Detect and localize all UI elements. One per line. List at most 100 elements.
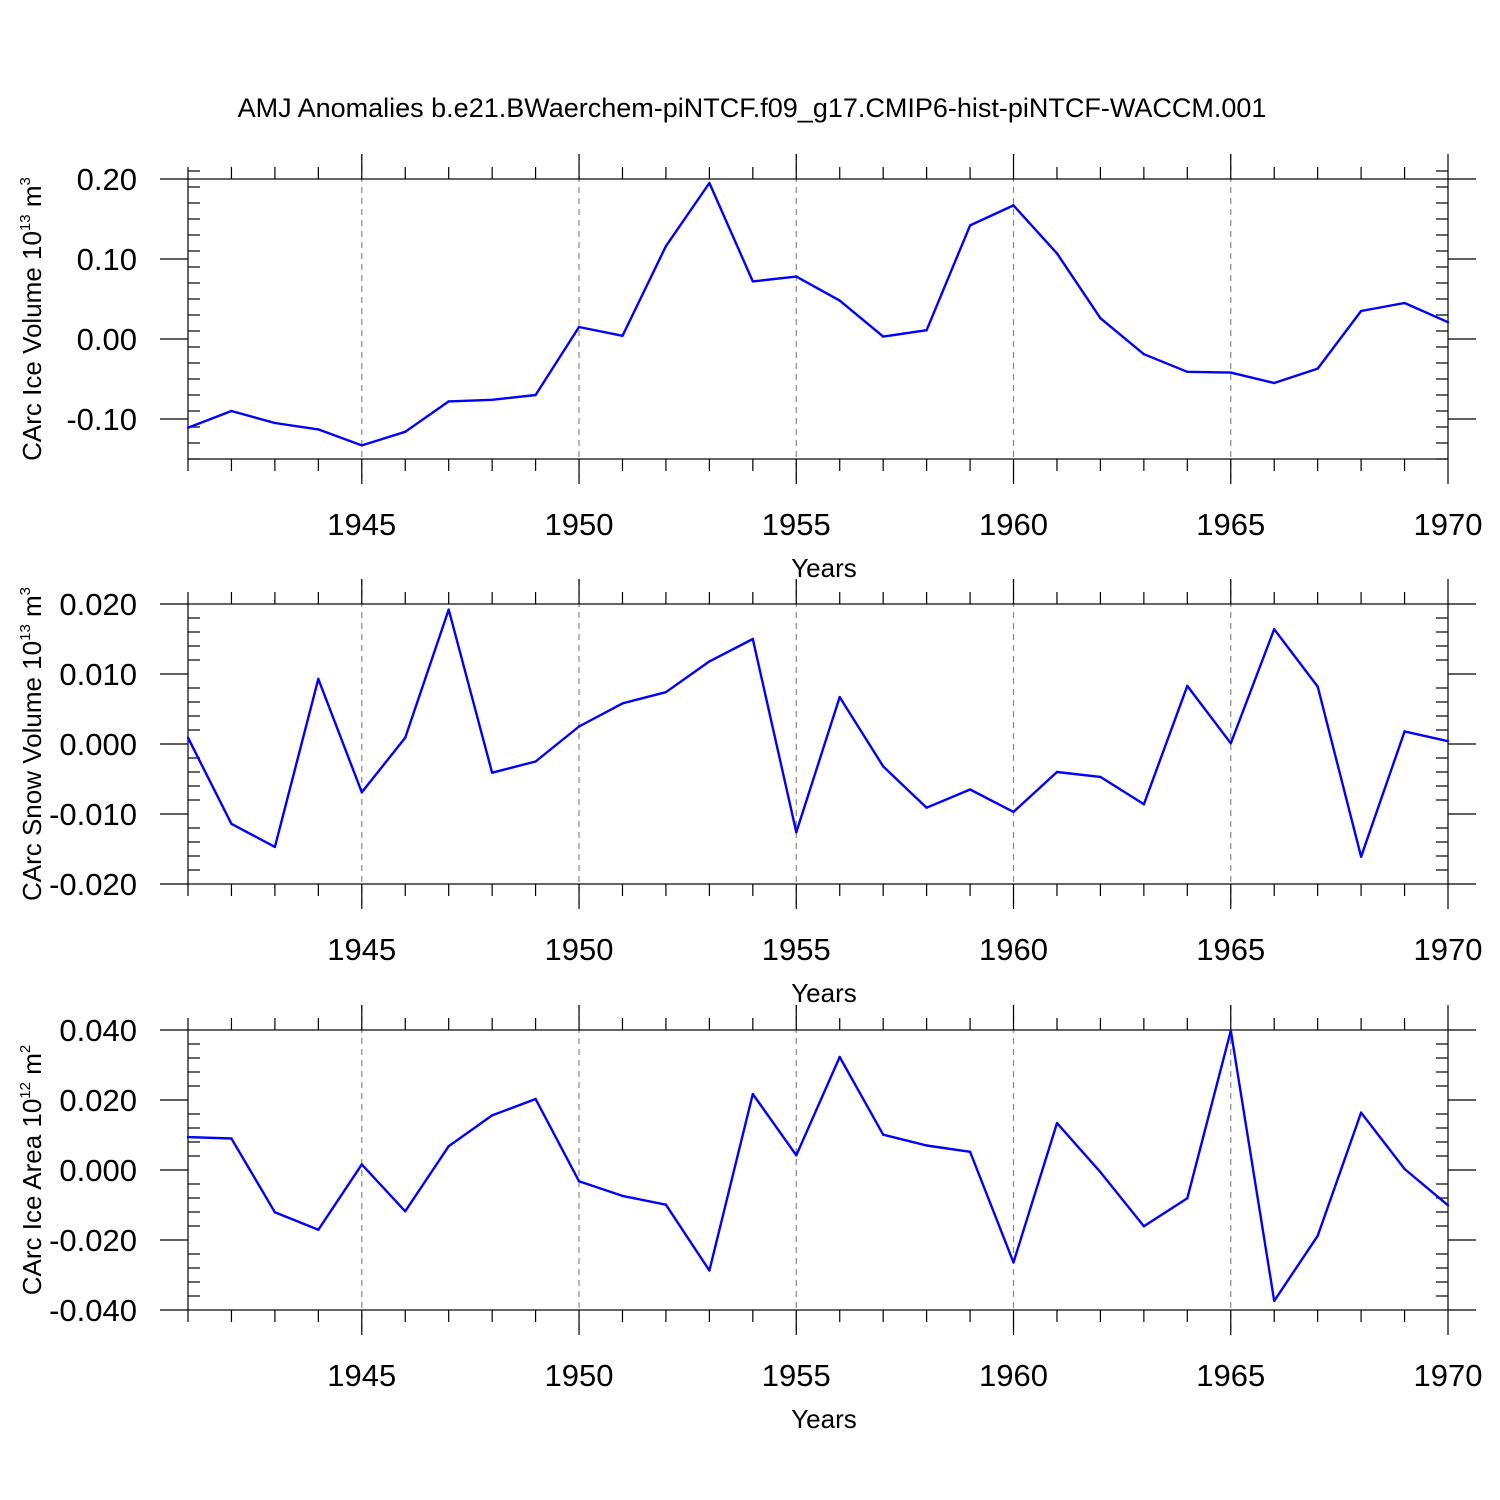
carc-ice-volume-point-1961 (1055, 252, 1059, 255)
carc-ice-volume-point-1967 (1316, 367, 1319, 370)
carc-ice-area-point-1953 (708, 1269, 711, 1272)
carc-ice-area-point-1967 (1316, 1234, 1319, 1238)
carc-ice-volume-y-tick-label: 0.00 (77, 322, 137, 357)
carc-snow-volume-x-tick-label-1965: 1965 (1196, 932, 1265, 967)
carc-snow-volume-point-1955 (795, 831, 798, 834)
carc-snow-volume-point-1965 (1229, 742, 1232, 745)
carc-ice-area-point-1969 (1403, 1167, 1406, 1171)
carc-ice-volume-y-tick-label: 0.10 (77, 242, 137, 277)
carc-snow-volume-point-1954 (751, 637, 755, 641)
carc-ice-area-point-1961 (1055, 1121, 1059, 1125)
carc-snow-volume-y-tick-label: 0.020 (59, 587, 137, 622)
carc-ice-area-point-1944 (317, 1228, 320, 1232)
carc-ice-volume-point-1970 (1446, 321, 1450, 324)
carc-ice-volume-point-1968 (1359, 309, 1363, 313)
carc-ice-volume-point-1954 (751, 280, 755, 283)
carc-ice-volume-point-1955 (795, 275, 798, 278)
carc-snow-volume-point-1949 (534, 760, 537, 763)
carc-ice-area-point-1965 (1229, 1029, 1232, 1032)
carc-ice-volume-x-tick-label-1970: 1970 (1414, 507, 1483, 542)
carc-snow-volume-y-tick-label: -0.010 (49, 797, 137, 832)
carc-ice-area-point-1954 (751, 1092, 755, 1096)
carc-ice-area-point-1952 (664, 1203, 668, 1206)
carc-snow-volume-point-1942 (230, 822, 233, 825)
carc-snow-volume-y-axis-label: CArc Snow Volume 1013 m3 (17, 587, 47, 901)
carc-ice-area-point-1962 (1099, 1170, 1102, 1174)
carc-ice-area-y-tick-label: 0.020 (59, 1083, 137, 1118)
carc-ice-volume-point-1953 (708, 181, 711, 185)
carc-ice-area-x-tick-label-1960: 1960 (979, 1358, 1048, 1393)
carc-ice-area-point-1955 (795, 1154, 798, 1157)
carc-snow-volume-point-1944 (317, 677, 320, 681)
carc-snow-volume-y-tick-label: -0.020 (49, 867, 137, 902)
carc-ice-volume-point-1949 (534, 393, 537, 397)
carc-ice-volume-y-axis-label: CArc Ice Volume 1013 m3 (17, 177, 47, 461)
carc-snow-volume-plot-frame (187, 603, 1449, 885)
carc-ice-area-point-1957 (881, 1133, 885, 1136)
carc-ice-area-series-line (187, 1029, 1449, 1303)
carc-ice-volume-x-tick-label-1960: 1960 (979, 507, 1048, 542)
carc-ice-area-x-tick-label-1950: 1950 (545, 1358, 614, 1393)
carc-ice-volume-point-1956 (838, 299, 841, 302)
panel-snow-volume: 1945 1950 1955 1960 1965 1970 -0.020 -0.010 0.00… (17, 579, 1482, 1008)
carc-snow-volume-y-tick-label: 0.010 (59, 657, 137, 692)
carc-snow-volume-x-axis-label: Years (791, 978, 857, 1008)
carc-snow-volume-point-1967 (1316, 685, 1319, 688)
carc-ice-volume-x-tick-label-1955: 1955 (762, 507, 831, 542)
carc-ice-area-point-1960 (1012, 1261, 1015, 1264)
carc-snow-volume-point-1963 (1142, 803, 1146, 806)
carc-ice-area-point-1946 (404, 1210, 407, 1213)
carc-snow-volume-x-tick-label-1970: 1970 (1414, 932, 1483, 967)
carc-ice-volume-point-1959 (968, 224, 972, 227)
carc-ice-area-point-1963 (1142, 1225, 1146, 1228)
carc-ice-area-y-tick-label: 0.000 (59, 1153, 137, 1188)
carc-snow-volume-point-1968 (1359, 855, 1363, 858)
carc-ice-area-point-1958 (925, 1144, 928, 1147)
carc-ice-volume-plot-frame (187, 178, 1449, 460)
carc-snow-volume-point-1960 (1012, 810, 1015, 814)
carc-snow-volume-point-1947 (447, 608, 450, 611)
carc-ice-volume-point-1943 (273, 421, 277, 425)
carc-ice-area-point-1942 (230, 1137, 233, 1140)
carc-ice-area-point-1945 (360, 1163, 363, 1166)
carc-snow-volume-x-tick-label-1955: 1955 (762, 932, 831, 967)
carc-ice-area-point-1949 (534, 1097, 537, 1101)
carc-snow-volume-point-1946 (404, 736, 407, 739)
carc-ice-area-point-1970 (1446, 1204, 1450, 1207)
carc-ice-volume-point-1966 (1273, 381, 1276, 385)
carc-ice-volume-y-tick-label: -0.10 (66, 402, 137, 437)
carc-ice-volume-point-1951 (621, 334, 624, 337)
carc-snow-volume-point-1964 (1186, 684, 1189, 688)
carc-ice-volume-x-tick-label-1945: 1945 (327, 507, 396, 542)
carc-snow-volume-y-tick-label: 0.000 (59, 727, 137, 762)
figure-title: AMJ Anomalies b.e21.BWaerchem-piNTCF.f09… (238, 93, 1267, 123)
carc-ice-volume-point-1945 (360, 444, 363, 447)
carc-ice-volume-x-axis-label: Years (791, 553, 857, 583)
carc-snow-volume-point-1945 (360, 791, 363, 794)
carc-ice-volume-point-1948 (490, 398, 494, 401)
carc-snow-volume-point-1956 (838, 695, 841, 699)
carc-ice-volume-point-1950 (577, 325, 581, 329)
carc-ice-area-y-tick-label: 0.040 (59, 1013, 137, 1048)
carc-ice-volume-x-tick-label-1950: 1950 (545, 507, 614, 542)
carc-snow-volume-point-1952 (664, 691, 668, 694)
carc-ice-area-x-tick-label-1965: 1965 (1196, 1358, 1265, 1393)
carc-snow-volume-point-1958 (925, 806, 928, 809)
carc-ice-area-point-1943 (273, 1211, 277, 1214)
carc-ice-area-point-1947 (447, 1145, 450, 1148)
carc-snow-volume-point-1941 (186, 736, 190, 739)
carc-ice-volume-point-1960 (1012, 204, 1015, 207)
carc-snow-volume-point-1948 (490, 771, 494, 774)
carc-ice-volume-point-1964 (1186, 370, 1189, 373)
carc-ice-volume-y-tick-label: 0.20 (77, 162, 137, 197)
carc-ice-area-x-tick-label-1955: 1955 (762, 1358, 831, 1393)
carc-ice-area-point-1941 (186, 1135, 190, 1139)
carc-ice-area-point-1964 (1186, 1197, 1189, 1200)
carc-ice-area-point-1950 (577, 1180, 581, 1183)
carc-ice-area-y-tick-label: -0.040 (49, 1293, 137, 1328)
carc-ice-volume-point-1958 (925, 329, 928, 332)
carc-snow-volume-x-tick-label-1945: 1945 (327, 932, 396, 967)
carc-ice-area-x-tick-label-1945: 1945 (327, 1358, 396, 1393)
carc-ice-area-y-axis-label: CArc Ice Area 1012 m2 (17, 1045, 47, 1295)
carc-ice-volume-point-1952 (664, 245, 668, 248)
